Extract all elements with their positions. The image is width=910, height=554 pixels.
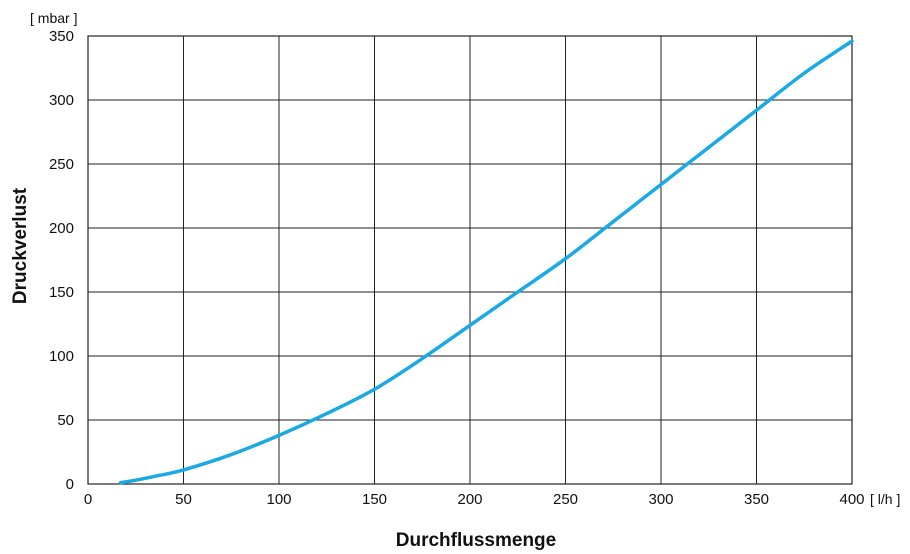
y-unit-label: [ mbar ]: [30, 10, 77, 26]
grid: [88, 36, 852, 484]
x-tick-label: 0: [84, 491, 92, 508]
x-tick-label: 100: [266, 491, 291, 508]
x-axis-title: Durchflussmenge: [396, 530, 556, 551]
x-tick-label: 200: [457, 491, 482, 508]
series-line: [118, 39, 854, 485]
y-tick-label: 350: [49, 28, 74, 45]
plot-frame: [87, 35, 853, 485]
y-tick-label: 150: [49, 284, 74, 301]
x-tick-label: 350: [744, 491, 769, 508]
x-tick-label: 250: [553, 491, 578, 508]
x-tick-label: 300: [648, 491, 673, 508]
y-tick-label: 300: [49, 92, 74, 109]
y-tick-label: 100: [49, 348, 74, 365]
y-axis-title: Druckverlust: [10, 187, 31, 304]
x-tick-label: 50: [175, 491, 192, 508]
x-tick-labels: 0 50 100 150 200 250 300 350 400: [84, 491, 865, 508]
x-tick-label: 400: [839, 491, 864, 508]
y-tick-label: 50: [57, 412, 74, 429]
x-tick-label: 150: [362, 491, 387, 508]
y-tick-label: 250: [49, 156, 74, 173]
y-tick-labels: 0 50 100 150 200 250 300 350: [49, 28, 74, 493]
x-unit-label: [ l/h ]: [870, 491, 900, 507]
y-tick-label: 200: [49, 220, 74, 237]
y-tick-label: 0: [66, 476, 74, 493]
